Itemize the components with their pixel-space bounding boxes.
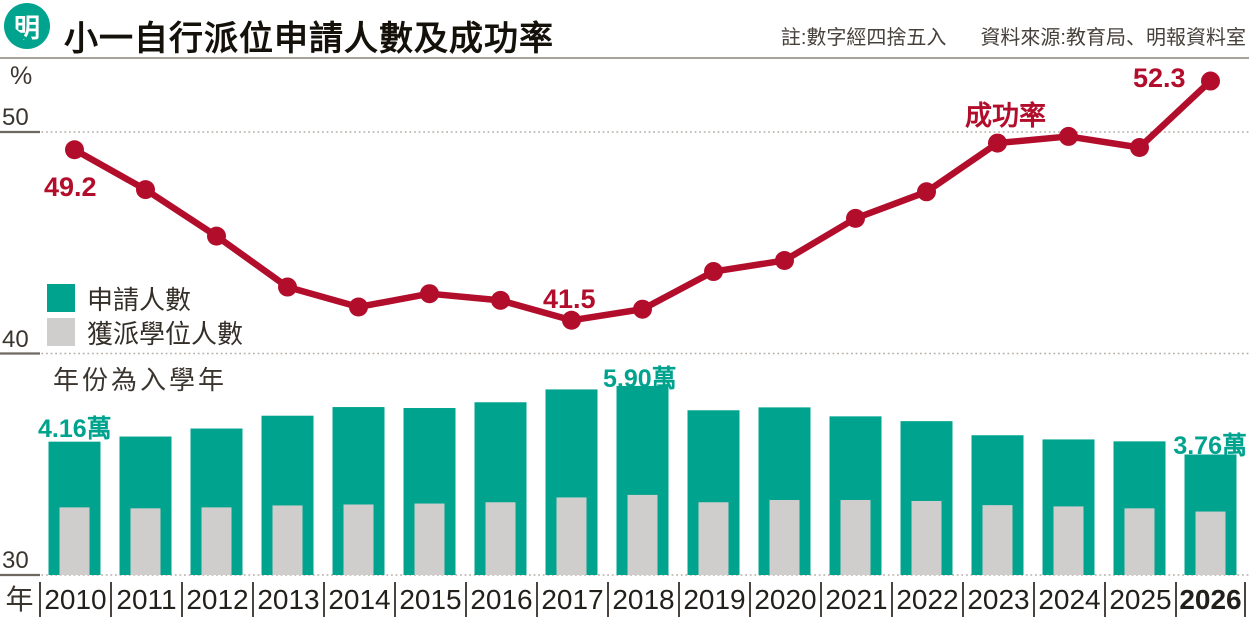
year-label-2020: 2020: [749, 582, 820, 617]
admission-year-note: 年份為入學年: [53, 365, 228, 395]
success-rate-series-label: 成功率: [965, 101, 1046, 131]
success-rate-point-2019: [704, 262, 723, 282]
bar-allocated-2013: [272, 505, 303, 575]
bar-allocated-2025: [1124, 508, 1155, 575]
year-label-2011: 2011: [110, 582, 181, 617]
applications-label: 申請人數: [87, 284, 192, 315]
year-label-2015: 2015: [394, 582, 465, 617]
bar-allocated-2019: [698, 502, 729, 575]
bar-allocated-2023: [982, 505, 1013, 575]
bar-allocated-2024: [1053, 506, 1084, 575]
bar-allocated-2015: [414, 503, 445, 575]
success-rate-point-2011: [136, 180, 155, 200]
success-rate-point-2020: [775, 250, 794, 270]
page-title: 小一自行派位申請人數及成功率: [64, 20, 554, 58]
success-rate-point-2021: [846, 208, 865, 228]
bar-allocated-2017: [556, 497, 587, 575]
year-label-2016: 2016: [465, 582, 536, 617]
percent-axis-label: %: [10, 62, 33, 90]
year-label-2019: 2019: [678, 582, 749, 617]
y-tick-30: 30: [2, 547, 29, 574]
bar-allocated-2022: [911, 500, 942, 575]
year-label-2017: 2017: [536, 582, 607, 617]
bar-allocated-2018: [627, 494, 658, 575]
success-rate-point-2016: [491, 290, 510, 310]
bar-allocated-2011: [130, 508, 161, 575]
bar-allocated-2020: [769, 500, 800, 575]
bar-allocated-2026: [1195, 511, 1226, 575]
bar-allocated-2010: [59, 507, 90, 575]
header-divider: [0, 57, 1249, 59]
allocated-label: 獲派學位人數: [87, 318, 244, 349]
bar-allocated-2014: [343, 504, 374, 575]
allocated-swatch: [47, 318, 75, 346]
year-label-2013: 2013: [252, 582, 323, 617]
year-label-2023: 2023: [962, 582, 1033, 617]
year-axis-unit: 年: [5, 584, 34, 615]
success-rate-point-2015: [420, 284, 439, 304]
year-label-2022: 2022: [891, 582, 962, 617]
year-label-2025: 2025: [1104, 582, 1175, 617]
applications-swatch: [47, 284, 75, 312]
bar-label-2018: 5.90萬: [603, 365, 677, 393]
bar-allocated-2021: [840, 500, 871, 575]
header-notes: 註:數字經四捨五入 資料來源:教育局、明報資料室: [781, 21, 1246, 50]
rate-label-2017: 41.5: [543, 284, 596, 314]
legend-item-applications: 申請人數: [47, 284, 243, 315]
year-label-2018: 2018: [607, 582, 678, 617]
bar-label-2026: 3.76萬: [1173, 432, 1247, 460]
success-rate-point-2014: [349, 297, 368, 317]
year-label-2014: 2014: [323, 582, 394, 617]
rate-label-2026: 52.3: [1133, 63, 1186, 93]
success-rate-point-2018: [633, 299, 652, 319]
rounding-note: 註:數字經四捨五入: [780, 27, 947, 49]
year-label-2021: 2021: [820, 582, 891, 617]
success-rate-point-2010: [65, 140, 84, 160]
success-rate-point-2023: [988, 133, 1007, 153]
mingpao-logo: 明: [4, 3, 50, 49]
success-rate-point-2022: [917, 182, 936, 202]
year-label-2010: 2010: [39, 582, 110, 617]
year-label-2026: 2026: [1175, 582, 1246, 617]
success-rate-point-2024: [1059, 126, 1078, 146]
year-label-2012: 2012: [181, 582, 252, 617]
success-rate-point-2012: [207, 226, 226, 246]
success-rate-point-2013: [278, 277, 297, 297]
y-tick-40: 40: [2, 326, 29, 353]
legend-item-allocated: 獲派學位人數: [47, 318, 243, 349]
success-rate-point-2025: [1130, 138, 1149, 158]
year-label-2024: 2024: [1033, 582, 1104, 617]
legend: 申請人數 獲派學位人數: [47, 284, 243, 352]
year-axis: 年 2010 2011 2012 2013 2014 2015 2016 2017 2018 20…: [0, 582, 1249, 617]
bar-label-2010: 4.16萬: [38, 415, 112, 443]
bar-allocated-2016: [485, 502, 516, 575]
y-tick-50: 50: [2, 104, 29, 131]
rate-label-2010: 49.2: [44, 172, 97, 202]
bar-allocated-2012: [201, 507, 232, 575]
success-rate-point-2017: [562, 310, 581, 330]
data-source: 資料來源:教育局、明報資料室: [980, 27, 1246, 49]
success-rate-point-2026: [1201, 71, 1220, 91]
